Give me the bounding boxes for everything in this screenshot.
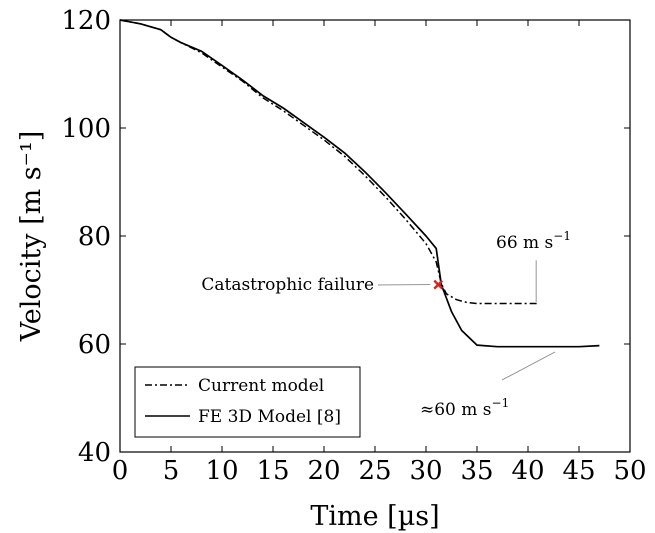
legend-label-fe-3d-model: FE 3D Model [8] bbox=[198, 407, 341, 427]
x-tick-label: 25 bbox=[358, 456, 391, 486]
y-tick-label: 100 bbox=[61, 114, 111, 144]
y-tick-label: 120 bbox=[61, 6, 111, 36]
x-tick-label: 35 bbox=[460, 456, 493, 486]
x-tick-label: 0 bbox=[112, 456, 129, 486]
annotation-60: ≈60 m s−1 bbox=[420, 396, 509, 420]
y-axis-label: Velocity [m s⁻¹] bbox=[16, 131, 47, 343]
series-line-current-model bbox=[119, 19, 539, 305]
annotation-60-leader-line bbox=[501, 351, 556, 381]
y-tick-label: 80 bbox=[78, 222, 111, 252]
legend: Current model FE 3D Model [8] bbox=[134, 366, 361, 438]
legend-label-current-model: Current model bbox=[198, 376, 324, 396]
x-tick-label: 40 bbox=[511, 456, 544, 486]
x-tick-label: 10 bbox=[205, 456, 238, 486]
x-tick-label: 45 bbox=[562, 456, 595, 486]
x-tick-label: 50 bbox=[613, 456, 646, 486]
y-tick-label: 60 bbox=[78, 330, 111, 360]
x-tick-label: 20 bbox=[307, 456, 340, 486]
x-axis-label: Time [µs] bbox=[310, 501, 439, 532]
failure-marker bbox=[433, 279, 444, 290]
x-tick-label: 30 bbox=[409, 456, 442, 486]
axis-ticks: 0 5 10 15 20 25 30 35 40 45 50 40 60 80 100 120 bbox=[61, 6, 646, 486]
legend-box bbox=[134, 366, 361, 438]
series-layer bbox=[119, 19, 600, 348]
x-tick-label: 15 bbox=[256, 456, 289, 486]
series-line-fe-3d-model bbox=[119, 19, 600, 348]
annotation-layer: Catastrophic failure 66 m s−1 ≈60 m s−1 bbox=[201, 229, 571, 420]
failure-label: Catastrophic failure bbox=[201, 275, 374, 295]
y-tick-label: 40 bbox=[78, 438, 111, 468]
annotation-66: 66 m s−1 bbox=[496, 229, 571, 253]
x-tick-label: 5 bbox=[163, 456, 180, 486]
